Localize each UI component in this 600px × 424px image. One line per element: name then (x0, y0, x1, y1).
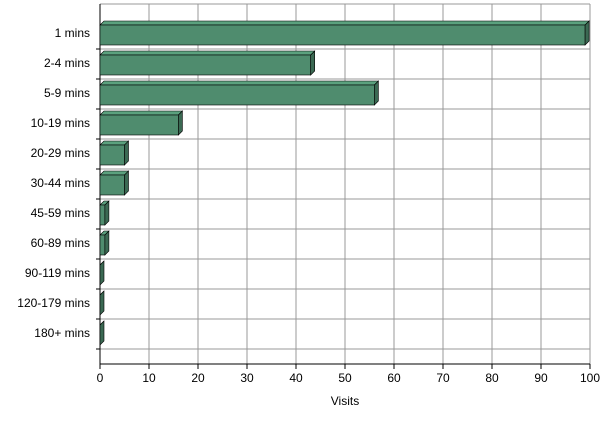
y-tick-label: 30-44 mins (31, 176, 90, 190)
y-tick-label: 10-19 mins (31, 116, 90, 130)
bar-top (99, 80, 380, 86)
x-tick-label: 80 (485, 371, 499, 385)
x-tick-label: 70 (436, 371, 450, 385)
bar-side (104, 230, 110, 256)
x-tick-label: 100 (580, 371, 600, 385)
bar-side (310, 50, 316, 76)
bar (99, 174, 125, 196)
y-tick-label: 20-29 mins (31, 146, 90, 160)
x-axis-label: Visits (331, 394, 359, 408)
x-tick-label: 10 (142, 371, 156, 385)
bar (99, 234, 106, 256)
bar-side (99, 290, 105, 316)
bar-side (178, 110, 183, 136)
bar-top (99, 20, 590, 26)
bar-top (99, 50, 316, 56)
x-tick-label: 30 (240, 371, 254, 385)
x-tick-label: 50 (338, 371, 352, 385)
bar-top (99, 140, 130, 146)
bar-side (99, 320, 105, 346)
bar-top (99, 110, 184, 116)
bar (99, 204, 106, 226)
y-tick-label: 90-119 mins (25, 266, 90, 280)
x-tick-label: 0 (97, 371, 104, 385)
x-tick-label: 40 (289, 371, 303, 385)
bar (99, 144, 125, 166)
bar (99, 24, 586, 46)
y-tick-label: 5-9 mins (44, 86, 90, 100)
y-tick-label: 60-89 mins (31, 236, 90, 250)
bar-side (374, 80, 379, 106)
y-tick-label: 180+ mins (34, 326, 90, 340)
x-tick-label: 60 (387, 371, 401, 385)
bar-side (104, 200, 110, 226)
y-tick-label: 45-59 mins (31, 206, 90, 220)
bar (99, 54, 311, 76)
y-tick-label: 1 mins (55, 26, 90, 40)
bar-top (99, 170, 130, 176)
y-tick-label: 120-179 mins (17, 296, 90, 310)
bar-side (124, 140, 129, 166)
bar-side (99, 260, 105, 286)
y-tick-label: 2-4 mins (44, 56, 90, 70)
bar (99, 114, 179, 136)
x-tick-label: 20 (191, 371, 205, 385)
bar-side (124, 170, 129, 196)
x-tick-label: 90 (534, 371, 548, 385)
bar (99, 84, 375, 106)
bar-side (584, 20, 590, 46)
